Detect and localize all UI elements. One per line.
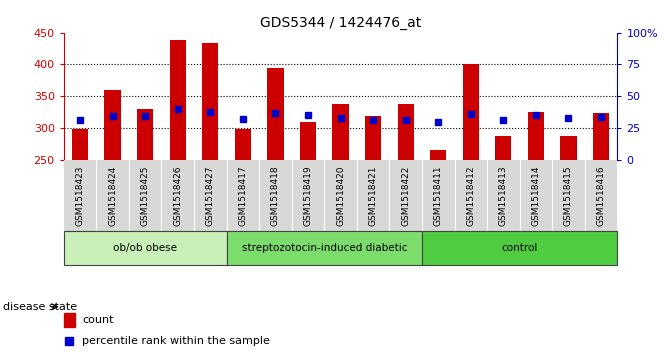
Text: streptozotocin-induced diabetic: streptozotocin-induced diabetic	[242, 243, 407, 253]
Bar	[137, 109, 153, 160]
Bar	[593, 113, 609, 160]
Text: control: control	[501, 243, 538, 253]
FancyBboxPatch shape	[422, 231, 617, 265]
Bar	[560, 136, 576, 160]
FancyBboxPatch shape	[227, 231, 422, 265]
Bar	[528, 112, 544, 160]
Bar	[397, 104, 414, 160]
Bar	[332, 105, 349, 160]
Text: GSM1518424: GSM1518424	[108, 165, 117, 226]
Text: GSM1518418: GSM1518418	[271, 165, 280, 226]
Text: count: count	[83, 315, 113, 325]
Text: GSM1518417: GSM1518417	[238, 165, 248, 226]
Text: GSM1518421: GSM1518421	[368, 165, 378, 226]
Text: GSM1518416: GSM1518416	[597, 165, 605, 226]
Text: GSM1518425: GSM1518425	[141, 165, 150, 226]
Text: GSM1518414: GSM1518414	[531, 165, 540, 226]
Bar	[170, 40, 186, 160]
Bar	[430, 150, 446, 160]
Text: disease state: disease state	[3, 302, 77, 312]
Bar	[495, 136, 511, 160]
Text: percentile rank within the sample: percentile rank within the sample	[83, 336, 270, 346]
Text: GSM1518412: GSM1518412	[466, 165, 475, 226]
Text: GSM1518413: GSM1518413	[499, 165, 508, 226]
Bar	[300, 122, 316, 160]
Text: GSM1518419: GSM1518419	[303, 165, 313, 226]
Text: GSM1518427: GSM1518427	[206, 165, 215, 226]
Text: GSM1518411: GSM1518411	[433, 165, 443, 226]
Bar	[267, 68, 284, 160]
FancyBboxPatch shape	[64, 231, 227, 265]
Bar	[202, 44, 219, 160]
Bar	[72, 129, 88, 160]
Text: GSM1518426: GSM1518426	[173, 165, 183, 226]
Bar	[64, 313, 75, 327]
Bar	[105, 90, 121, 160]
Text: GSM1518422: GSM1518422	[401, 165, 410, 226]
Bar	[235, 129, 251, 160]
Bar	[365, 116, 381, 160]
Text: GSM1518415: GSM1518415	[564, 165, 573, 226]
Text: GSM1518423: GSM1518423	[76, 165, 85, 226]
Bar	[462, 65, 479, 160]
Title: GDS5344 / 1424476_at: GDS5344 / 1424476_at	[260, 16, 421, 30]
Text: GSM1518420: GSM1518420	[336, 165, 345, 226]
Text: ob/ob obese: ob/ob obese	[113, 243, 177, 253]
